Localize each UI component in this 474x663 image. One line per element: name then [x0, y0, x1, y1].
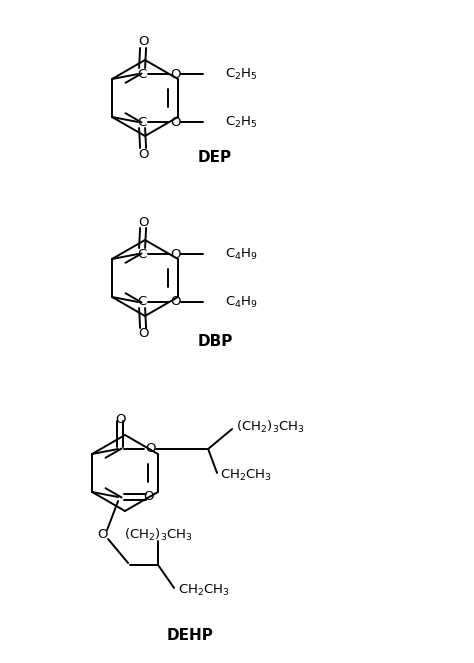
Text: O: O — [145, 442, 155, 455]
Text: $\mathregular{C_4H_9}$: $\mathregular{C_4H_9}$ — [225, 294, 258, 310]
Text: C: C — [137, 296, 147, 308]
Text: C: C — [137, 247, 147, 261]
Text: O: O — [97, 528, 107, 542]
Text: $\mathregular{CH_2CH_3}$: $\mathregular{CH_2CH_3}$ — [220, 467, 272, 483]
Text: O: O — [138, 36, 148, 48]
Text: DBP: DBP — [197, 333, 233, 349]
Text: DEP: DEP — [198, 151, 232, 166]
Text: O: O — [170, 68, 180, 80]
Text: $\mathregular{C_4H_9}$: $\mathregular{C_4H_9}$ — [225, 247, 258, 261]
Text: O: O — [170, 115, 180, 129]
Text: O: O — [138, 147, 148, 160]
Text: $\mathregular{(CH_2)_3CH_3}$: $\mathregular{(CH_2)_3CH_3}$ — [236, 419, 305, 435]
Text: O: O — [170, 247, 180, 261]
Text: DEHP: DEHP — [166, 627, 213, 642]
Text: $\mathregular{C_2H_5}$: $\mathregular{C_2H_5}$ — [225, 66, 258, 82]
Text: O: O — [138, 328, 148, 341]
Text: O: O — [143, 491, 154, 503]
Text: $\mathregular{(CH_2)_3CH_3}$: $\mathregular{(CH_2)_3CH_3}$ — [124, 527, 193, 543]
Text: O: O — [170, 296, 180, 308]
Text: $\mathregular{C_2H_5}$: $\mathregular{C_2H_5}$ — [225, 115, 258, 129]
Text: $\mathregular{CH_2CH_3}$: $\mathregular{CH_2CH_3}$ — [178, 583, 230, 597]
Text: C: C — [137, 115, 147, 129]
Text: O: O — [115, 412, 125, 426]
Text: C: C — [137, 68, 147, 80]
Text: O: O — [138, 215, 148, 229]
